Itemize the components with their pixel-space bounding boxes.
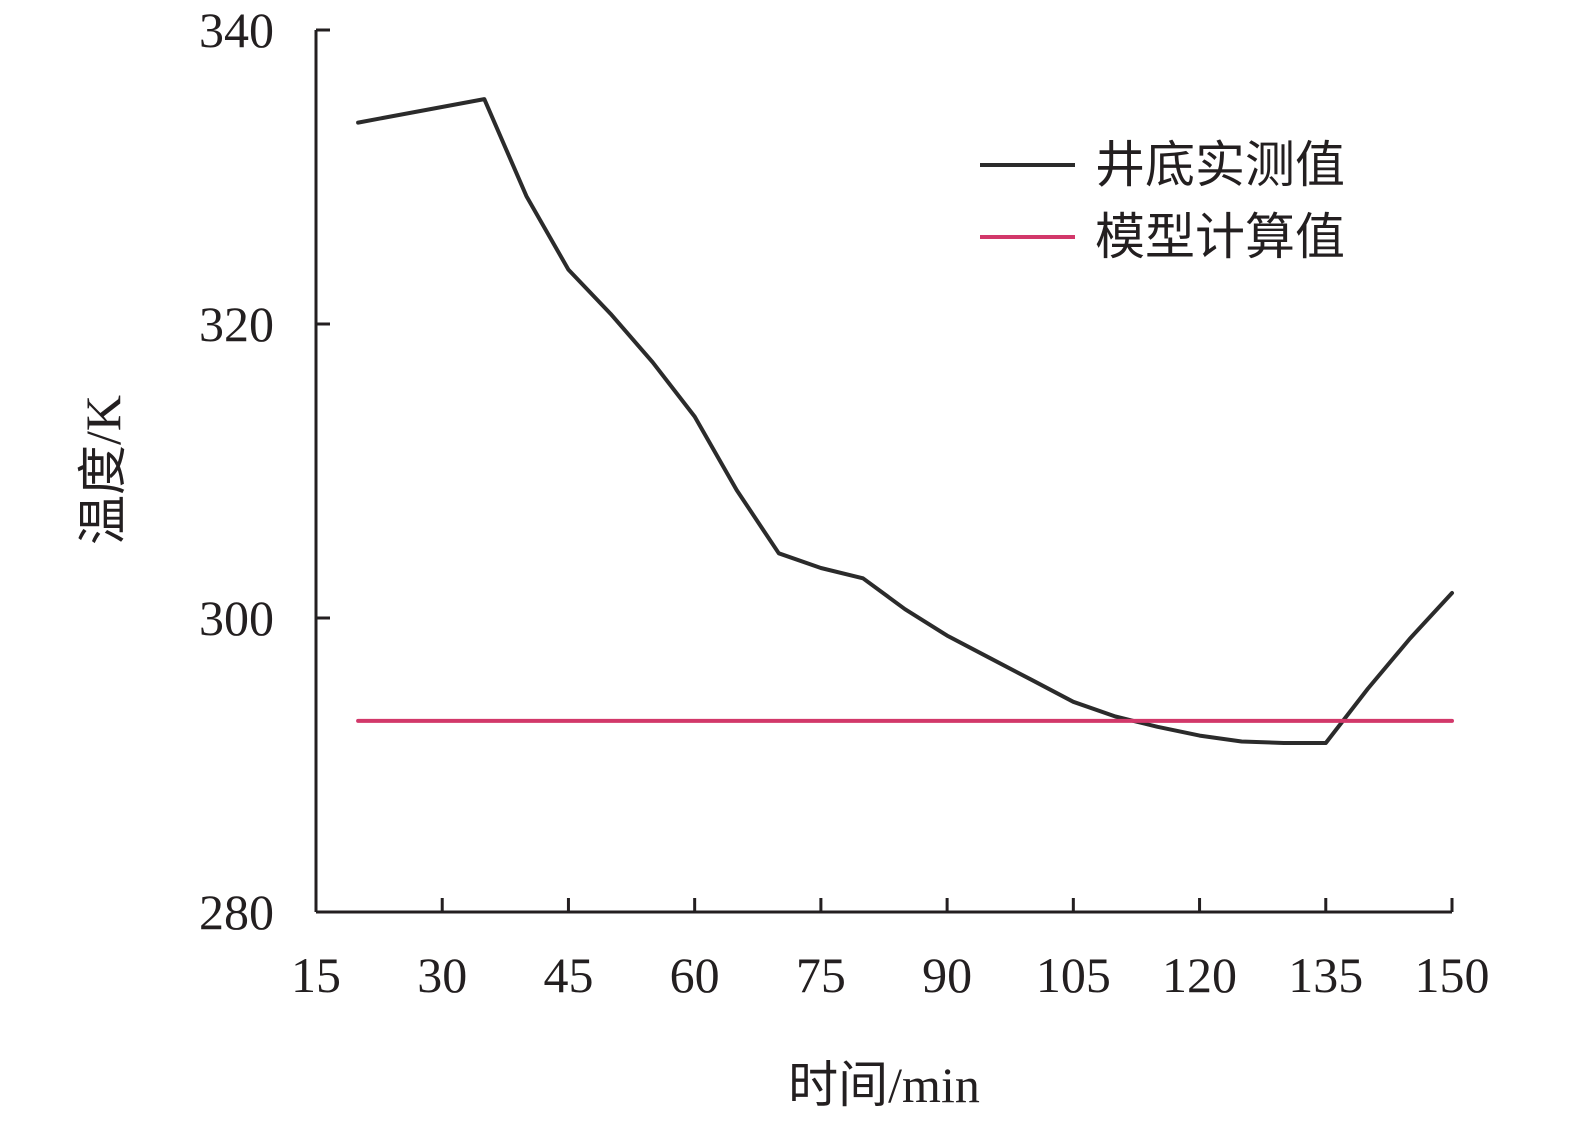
y-tick-label: 340: [199, 2, 274, 58]
legend-label-2: 模型计算值: [1095, 209, 1345, 265]
y-tick-label: 320: [199, 296, 274, 352]
y-axis-title: 温度/K: [75, 395, 131, 545]
y-tick-label: 300: [199, 590, 274, 646]
legend-label-1: 井底实测值: [1095, 137, 1345, 193]
x-tick-label: 120: [1162, 947, 1237, 1003]
series-layer: [356, 97, 1454, 745]
axes: [314, 30, 1452, 914]
x-tick-label: 90: [922, 947, 972, 1003]
x-tick-label: 15: [291, 947, 341, 1003]
x-tick-label: 135: [1288, 947, 1363, 1003]
y-tick-label: 280: [199, 884, 274, 940]
x-axis-title: 时间/min: [788, 1057, 980, 1113]
series-line-1: [356, 97, 1454, 745]
x-tick-label: 105: [1036, 947, 1111, 1003]
ticks: 280 300 320 340 15 30 45 60 75 90 105 120 135 150: [199, 2, 1490, 1003]
x-tick-label: 150: [1415, 947, 1490, 1003]
x-tick-label: 45: [543, 947, 593, 1003]
x-tick-label: 60: [670, 947, 720, 1003]
x-tick-label: 30: [417, 947, 467, 1003]
x-tick-label: 75: [796, 947, 846, 1003]
